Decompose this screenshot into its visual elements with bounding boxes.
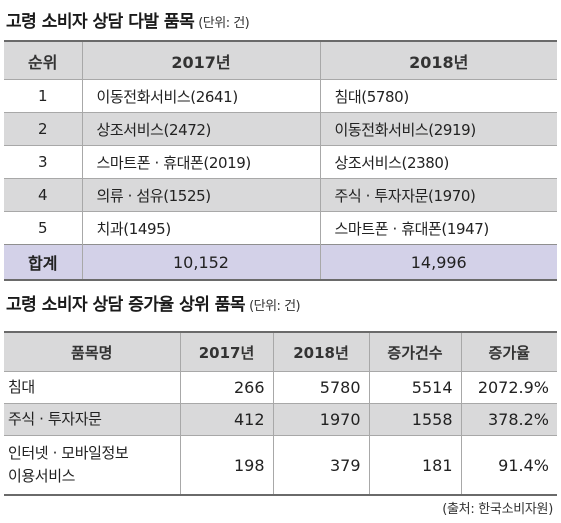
item-2017-cell: 의류 · 섬유(1525)	[81, 178, 320, 212]
item-name-line1: 인터넷 · 모바일정보	[8, 444, 129, 462]
total-2018: 14,996	[319, 244, 557, 280]
increase-cell: 5514	[368, 371, 461, 404]
item-name-cell: 인터넷 · 모바일정보 이용서비스	[4, 435, 180, 495]
rate-cell: 2072.9%	[460, 371, 557, 404]
item-2018-cell: 이동전화서비스(2919)	[319, 112, 557, 146]
total-2017: 10,152	[81, 244, 320, 280]
value-2017-cell: 198	[179, 435, 273, 495]
table1-unit: (단위: 건)	[198, 16, 250, 31]
table-row: 인터넷 · 모바일정보 이용서비스 198 379 181 91.4%	[4, 435, 557, 495]
table1-title-text: 고령 소비자 상담 다발 품목	[6, 12, 195, 32]
table-row: 침대 266 5780 5514 2072.9%	[4, 371, 557, 404]
header-2018: 2018년	[319, 41, 557, 80]
value-2017-cell: 266	[179, 371, 273, 404]
source-note: (출처: 한국소비자원)	[442, 502, 553, 517]
table-row: 주식 · 투자자문 412 1970 1558 378.2%	[4, 403, 557, 436]
item-2018-cell: 침대(5780)	[319, 79, 557, 113]
item-name-cell: 침대	[4, 371, 180, 404]
complaint-ranking-table: 순위 2017년 2018년 1 이동전화서비스(2641) 침대(5780) …	[4, 40, 557, 281]
increase-cell: 181	[368, 435, 461, 495]
table2-unit: (단위: 건)	[249, 299, 301, 314]
table1-title: 고령 소비자 상담 다발 품목 (단위: 건)	[6, 7, 250, 32]
rank-cell: 3	[4, 145, 82, 179]
table-row: 1 이동전화서비스(2641) 침대(5780)	[4, 79, 557, 113]
header-item-name: 품목명	[4, 332, 180, 372]
value-2018-cell: 1970	[272, 403, 369, 436]
rate-cell: 91.4%	[460, 435, 557, 495]
item-name-cell: 주식 · 투자자문	[4, 403, 180, 436]
total-label: 합계	[4, 244, 82, 280]
rank-cell: 1	[4, 79, 82, 113]
table-row: 4 의류 · 섬유(1525) 주식 · 투자자문(1970)	[4, 178, 557, 212]
rank-cell: 2	[4, 112, 82, 146]
total-row: 합계 10,152 14,996	[4, 244, 557, 280]
table2-title-text: 고령 소비자 상담 증가율 상위 품목	[6, 295, 246, 315]
item-2018-cell: 주식 · 투자자문(1970)	[319, 178, 557, 212]
header-increase: 증가건수	[368, 332, 461, 372]
item-2017-cell: 스마트폰 · 휴대폰(2019)	[81, 145, 320, 179]
value-2018-cell: 5780	[272, 371, 369, 404]
table-row: 5 치과(1495) 스마트폰 · 휴대폰(1947)	[4, 211, 557, 245]
value-2018-cell: 379	[272, 435, 369, 495]
item-2017-cell: 치과(1495)	[81, 211, 320, 245]
table2-header-row: 품목명 2017년 2018년 증가건수 증가율	[4, 332, 557, 372]
table2-title: 고령 소비자 상담 증가율 상위 품목 (단위: 건)	[6, 290, 301, 315]
header-2017: 2017년	[179, 332, 273, 372]
item-name-line2: 이용서비스	[8, 467, 76, 485]
table-row: 2 상조서비스(2472) 이동전화서비스(2919)	[4, 112, 557, 146]
increase-cell: 1558	[368, 403, 461, 436]
rank-cell: 5	[4, 211, 82, 245]
value-2017-cell: 412	[179, 403, 273, 436]
table-row: 3 스마트폰 · 휴대폰(2019) 상조서비스(2380)	[4, 145, 557, 179]
growth-rate-table: 품목명 2017년 2018년 증가건수 증가율 침대 266 5780 551…	[4, 331, 557, 496]
header-rate: 증가율	[460, 332, 557, 372]
item-2018-cell: 상조서비스(2380)	[319, 145, 557, 179]
table1-header-row: 순위 2017년 2018년	[4, 41, 557, 80]
item-2018-cell: 스마트폰 · 휴대폰(1947)	[319, 211, 557, 245]
header-2018: 2018년	[272, 332, 369, 372]
header-2017: 2017년	[81, 41, 320, 80]
header-rank: 순위	[4, 41, 82, 80]
rank-cell: 4	[4, 178, 82, 212]
rate-cell: 378.2%	[460, 403, 557, 436]
item-2017-cell: 이동전화서비스(2641)	[81, 79, 320, 113]
item-2017-cell: 상조서비스(2472)	[81, 112, 320, 146]
